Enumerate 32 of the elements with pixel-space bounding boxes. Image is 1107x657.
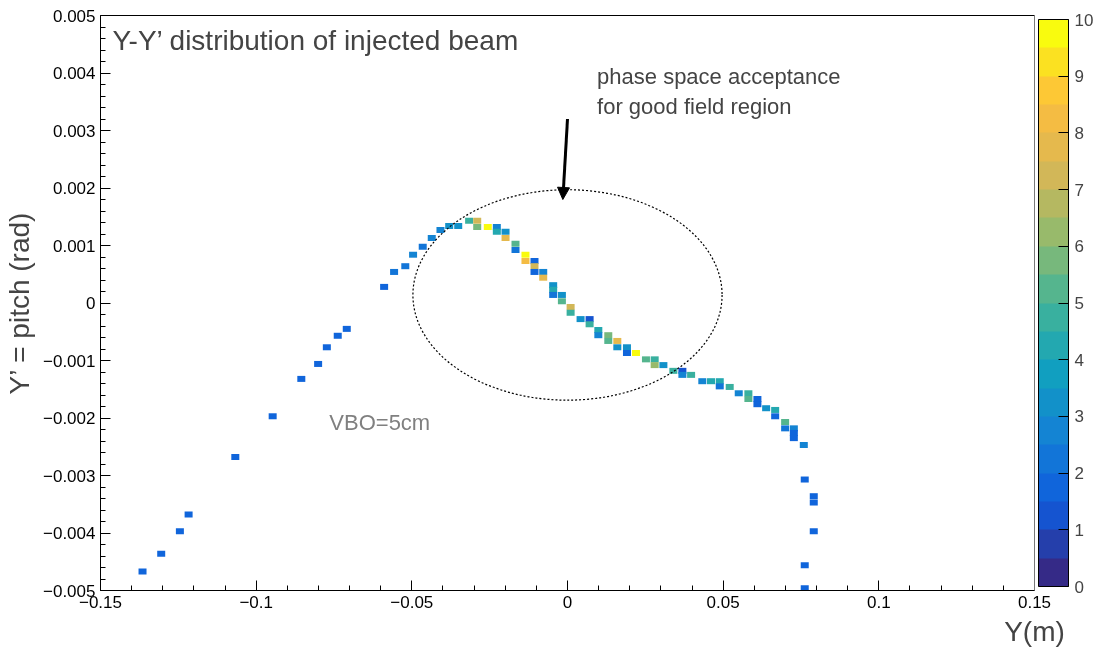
x-tick-label: 0.05 bbox=[706, 592, 740, 612]
color-bar-label: 2 bbox=[1074, 464, 1084, 484]
color-bar-label: 7 bbox=[1074, 180, 1084, 200]
annotation: phase space acceptance for good field region bbox=[597, 64, 841, 119]
y-tick-label: 0.004 bbox=[52, 64, 96, 83]
y-tick-label: −0.001 bbox=[43, 351, 96, 371]
y-tick-label: 0.003 bbox=[52, 121, 96, 141]
x-tick-label: 0 bbox=[562, 592, 573, 612]
color-bar-label: 3 bbox=[1074, 407, 1084, 427]
x-tick-label: −0.05 bbox=[390, 592, 434, 612]
y-tick-label: 0.002 bbox=[52, 179, 96, 198]
y-tick-label: −0.003 bbox=[43, 466, 96, 486]
color-bar-label: 10 bbox=[1074, 10, 1094, 30]
x-tick-label: 0.15 bbox=[1017, 592, 1052, 612]
y-tick-label: −0.002 bbox=[43, 409, 96, 428]
y-tick-label: −0.004 bbox=[43, 524, 96, 543]
color-bar-label: 9 bbox=[1074, 67, 1084, 87]
annotation: VBO=5cm bbox=[329, 410, 431, 436]
color-bar-label: 0 bbox=[1074, 577, 1084, 597]
x-tick-label: 0.1 bbox=[867, 592, 891, 612]
color-bar-label: 4 bbox=[1074, 350, 1084, 370]
y-tick-label: 0.001 bbox=[52, 236, 96, 256]
color-bar-label: 5 bbox=[1074, 294, 1084, 313]
y-axis-title: Y’ = pitch (rad) bbox=[4, 212, 36, 395]
color-bar-label: 1 bbox=[1074, 520, 1084, 540]
y-tick-label: 0.005 bbox=[52, 6, 96, 26]
y-tick-label: 0 bbox=[86, 294, 96, 313]
x-axis-title: Y(m) bbox=[1004, 615, 1065, 647]
chart-title: Y-Y’ distribution of injected beam bbox=[112, 24, 519, 56]
x-tick-label: −0.1 bbox=[239, 592, 273, 612]
color-bar-label: 6 bbox=[1074, 237, 1084, 257]
color-bar-label: 8 bbox=[1074, 123, 1084, 143]
